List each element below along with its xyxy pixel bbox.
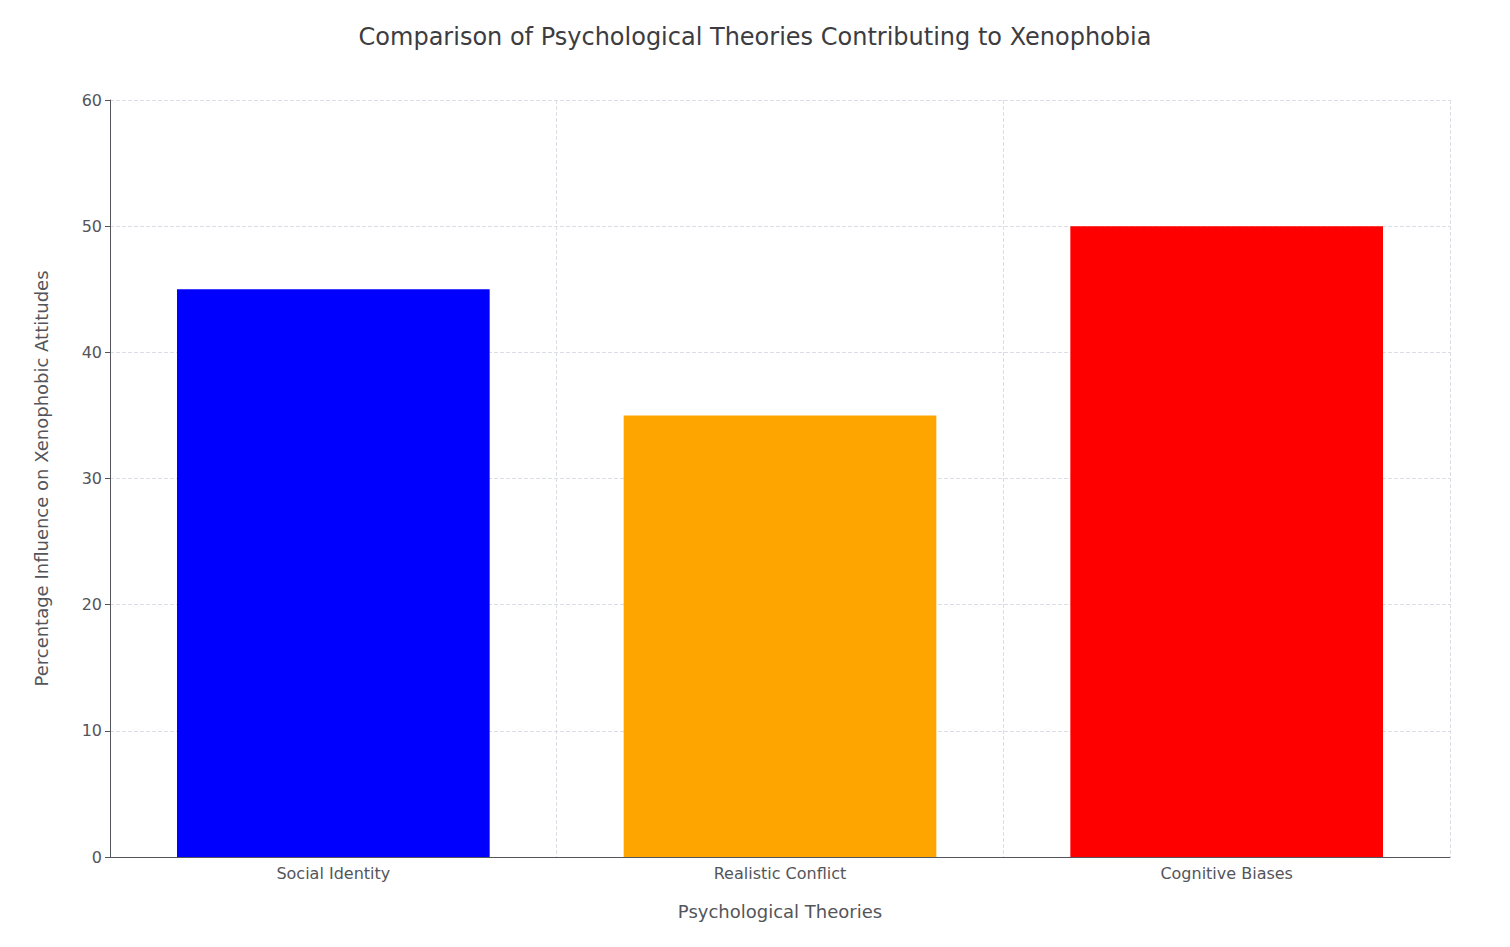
svg-text:50: 50: [82, 217, 102, 236]
svg-text:60: 60: [82, 91, 102, 110]
svg-text:Psychological Theories: Psychological Theories: [678, 901, 882, 922]
svg-text:Percentage Influence on Xenoph: Percentage Influence on Xenophobic Attit…: [31, 270, 52, 686]
svg-text:40: 40: [82, 343, 102, 362]
svg-text:Comparison of Psychological Th: Comparison of Psychological Theories Con…: [359, 23, 1152, 51]
svg-text:0: 0: [92, 848, 102, 867]
svg-text:Cognitive Biases: Cognitive Biases: [1160, 864, 1293, 883]
svg-text:30: 30: [82, 469, 102, 488]
svg-text:Social Identity: Social Identity: [276, 864, 390, 883]
svg-text:Realistic Conflict: Realistic Conflict: [714, 864, 847, 883]
svg-text:20: 20: [82, 595, 102, 614]
svg-text:10: 10: [82, 721, 102, 740]
